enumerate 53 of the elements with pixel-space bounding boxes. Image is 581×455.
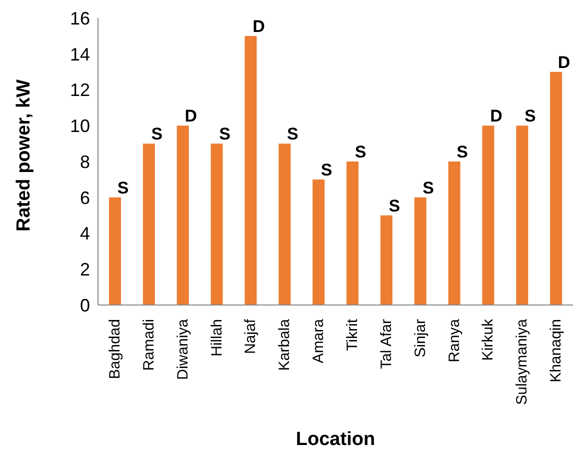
x-tick-label: Hillah — [208, 319, 226, 357]
data-label: S — [388, 196, 400, 216]
bar — [482, 126, 494, 305]
x-tick-label: Ramadi — [140, 319, 158, 371]
y-axis-title: Rated power, kW — [14, 79, 35, 232]
data-label: D — [490, 106, 502, 126]
x-tick-label: Tal Afar — [378, 319, 395, 370]
x-tick-label: Kirkuk — [480, 318, 497, 361]
bar — [516, 126, 528, 305]
data-label: S — [524, 106, 536, 126]
x-tick-label: Diwaniya — [174, 318, 192, 380]
x-tick-label: Karbala — [276, 318, 294, 371]
bar — [380, 215, 392, 305]
y-tick-label: 14 — [70, 44, 90, 64]
y-tick-label: 10 — [70, 116, 90, 136]
y-tick-label: 8 — [80, 152, 90, 172]
x-tick-label: Sulaymaniya — [514, 318, 531, 405]
bar — [346, 162, 358, 305]
y-tick-label: 12 — [70, 80, 90, 100]
x-tick-label: Sinjar — [412, 319, 429, 358]
data-label: S — [219, 124, 230, 144]
data-label: D — [558, 52, 570, 72]
data-label: S — [286, 124, 298, 144]
data-label: S — [320, 160, 332, 180]
x-tick-label: Najaf — [242, 318, 260, 354]
x-tick-label: Amara — [310, 318, 328, 364]
x-tick-label: Tikrit — [344, 318, 361, 351]
data-label: D — [252, 16, 265, 36]
bar — [278, 144, 291, 305]
y-tick-label: 6 — [80, 188, 90, 208]
data-label: S — [422, 178, 434, 198]
data-label: S — [456, 142, 468, 162]
x-tick-label: Khanaqin — [548, 319, 565, 382]
y-tick-label: 0 — [80, 295, 90, 316]
bar — [176, 126, 189, 305]
bar — [244, 36, 257, 305]
data-label: S — [354, 142, 366, 162]
bar — [448, 162, 460, 305]
data-label: D — [184, 106, 197, 126]
y-tick-label: 2 — [80, 260, 90, 280]
bar — [550, 72, 562, 305]
data-label: S — [151, 124, 163, 144]
y-tick-label: 4 — [80, 224, 90, 244]
y-tick-label: 16 — [70, 8, 90, 28]
bar — [142, 144, 155, 305]
bar — [210, 144, 223, 305]
bar — [109, 197, 121, 305]
data-label: S — [117, 178, 129, 198]
x-axis-title: Location — [296, 429, 376, 450]
x-tick-label: Baghdad — [106, 319, 124, 380]
bar — [312, 179, 325, 305]
bar — [414, 197, 426, 305]
x-tick-label: Ranya — [446, 318, 463, 362]
